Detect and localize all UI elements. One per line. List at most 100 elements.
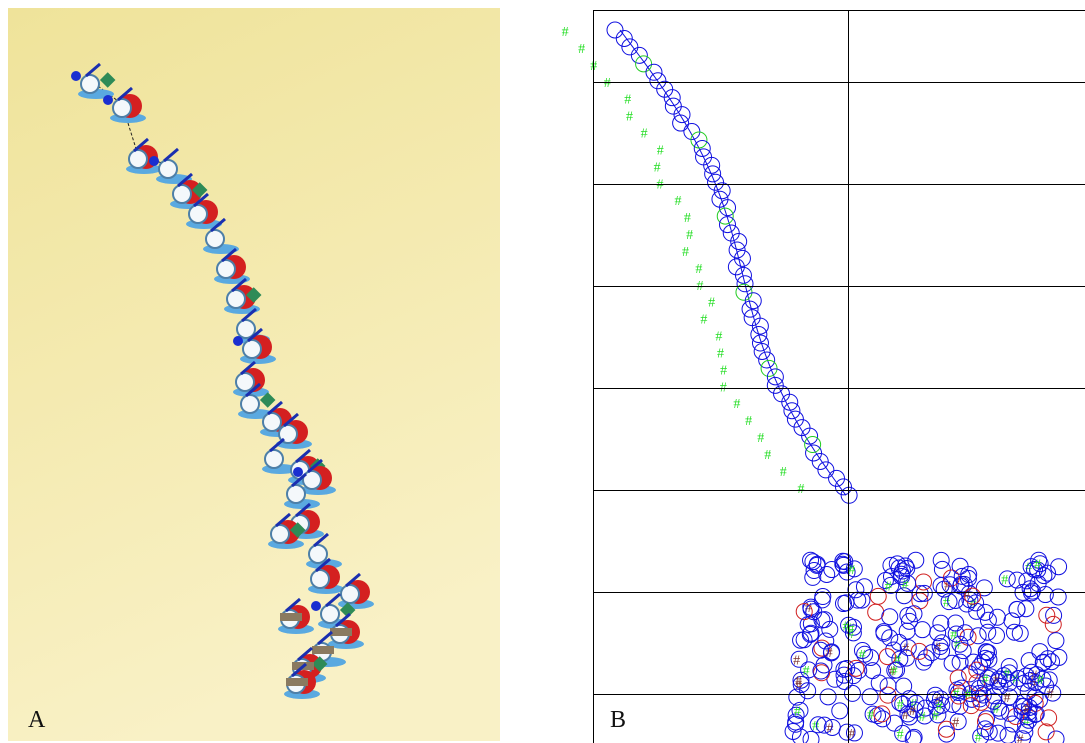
node bbox=[727, 258, 745, 276]
node-hash: # bbox=[657, 143, 664, 158]
node bbox=[801, 427, 819, 445]
node bbox=[784, 722, 802, 740]
node bbox=[792, 631, 810, 649]
node bbox=[979, 623, 997, 641]
panel-label: B bbox=[610, 707, 626, 733]
node-hash: # bbox=[1003, 667, 1010, 682]
node-grid bbox=[280, 613, 302, 621]
node bbox=[899, 607, 917, 625]
node bbox=[788, 688, 806, 706]
node bbox=[713, 182, 731, 200]
node-arm bbox=[285, 597, 301, 613]
node bbox=[690, 131, 708, 149]
node bbox=[929, 706, 947, 724]
node bbox=[1031, 555, 1049, 573]
node bbox=[1047, 730, 1065, 743]
node bbox=[971, 657, 989, 675]
node bbox=[869, 587, 887, 605]
node bbox=[992, 702, 1010, 720]
node bbox=[1034, 670, 1052, 688]
node bbox=[917, 649, 935, 667]
node bbox=[932, 576, 950, 594]
node bbox=[982, 668, 1000, 686]
node bbox=[938, 725, 956, 743]
node-body bbox=[310, 569, 330, 589]
node bbox=[663, 89, 681, 107]
node-hash: # bbox=[897, 727, 904, 742]
node bbox=[693, 139, 711, 157]
node-hash: # bbox=[982, 672, 989, 687]
node bbox=[813, 591, 831, 609]
node-hash: # bbox=[965, 688, 972, 703]
node bbox=[811, 452, 829, 470]
node bbox=[1050, 648, 1068, 666]
node-grid bbox=[286, 678, 308, 686]
node-hash: # bbox=[805, 601, 812, 616]
node-hash: # bbox=[885, 579, 892, 594]
node-arm bbox=[163, 147, 179, 163]
node-hash: # bbox=[1023, 714, 1030, 729]
panel-b-background bbox=[593, 10, 1085, 743]
node bbox=[1020, 652, 1038, 670]
node-hash: # bbox=[952, 716, 959, 731]
node bbox=[615, 29, 633, 47]
node-hash: # bbox=[848, 727, 855, 742]
node bbox=[753, 342, 771, 360]
node-hash: # bbox=[1004, 691, 1011, 706]
node bbox=[836, 672, 854, 690]
node bbox=[979, 611, 997, 629]
node-body bbox=[270, 524, 290, 544]
node bbox=[1045, 606, 1063, 624]
node-arm bbox=[307, 458, 323, 474]
node bbox=[799, 682, 817, 700]
panel-b-grid bbox=[593, 10, 1085, 743]
node bbox=[815, 716, 833, 734]
node-hash: # bbox=[1034, 558, 1041, 573]
node bbox=[828, 469, 846, 487]
node-hash: # bbox=[1001, 573, 1008, 588]
node bbox=[834, 595, 852, 613]
node-hash: # bbox=[604, 76, 611, 91]
node bbox=[885, 714, 903, 732]
node bbox=[962, 697, 980, 715]
node-arm bbox=[85, 62, 101, 78]
node-body bbox=[242, 339, 262, 359]
node bbox=[979, 669, 997, 687]
node bbox=[1049, 588, 1067, 606]
node-hash: # bbox=[654, 160, 661, 175]
node-arm bbox=[267, 400, 283, 416]
node bbox=[937, 720, 955, 738]
node bbox=[817, 632, 835, 650]
node-dot bbox=[149, 156, 159, 166]
node-body bbox=[235, 372, 255, 392]
node bbox=[719, 199, 737, 217]
node bbox=[1047, 632, 1065, 650]
node-hash: # bbox=[641, 127, 648, 142]
node bbox=[1008, 601, 1026, 619]
node-hash: # bbox=[847, 627, 854, 642]
node bbox=[990, 670, 1008, 688]
node bbox=[805, 603, 823, 621]
node bbox=[943, 654, 961, 672]
node bbox=[890, 633, 908, 651]
node bbox=[933, 696, 951, 714]
node bbox=[977, 643, 995, 661]
node bbox=[913, 621, 931, 639]
node-arm bbox=[315, 557, 331, 573]
node-hash: # bbox=[717, 346, 724, 361]
node-hash: # bbox=[675, 194, 682, 209]
node-hash: # bbox=[720, 363, 727, 378]
node bbox=[915, 584, 933, 602]
node bbox=[1030, 551, 1048, 569]
node bbox=[899, 639, 917, 657]
node bbox=[621, 38, 639, 56]
node-hash: # bbox=[826, 646, 833, 661]
node bbox=[812, 641, 830, 659]
node-body bbox=[240, 394, 260, 414]
node-arm bbox=[283, 412, 299, 428]
node-arm bbox=[117, 86, 133, 102]
node bbox=[760, 359, 778, 377]
node bbox=[783, 402, 801, 420]
node-hash: # bbox=[797, 482, 804, 497]
